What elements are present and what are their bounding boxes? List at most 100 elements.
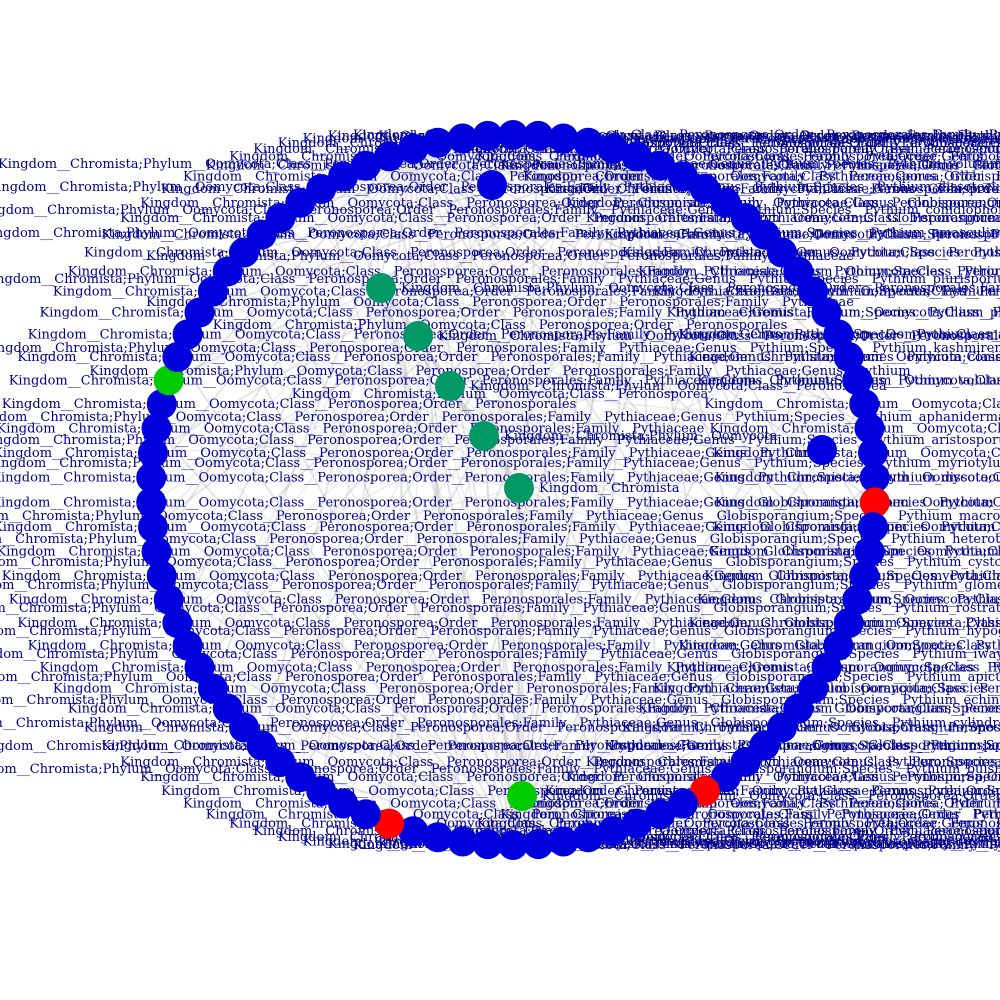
ring-node[interactable]: [498, 120, 528, 150]
edge: [378, 287, 525, 797]
ring-node-label: Kingdom__Chromista;Phylum__Oomycota;Clas…: [183, 796, 1000, 811]
ring-node[interactable]: [146, 560, 177, 591]
ring-node[interactable]: [849, 560, 880, 591]
edge: [635, 156, 662, 815]
ring-node[interactable]: [141, 413, 172, 444]
ring-node-green[interactable]: [153, 365, 184, 396]
ring-node[interactable]: [328, 161, 359, 192]
ring-node-red[interactable]: [374, 808, 405, 839]
edge: [156, 551, 523, 797]
ring-node[interactable]: [374, 141, 405, 172]
ring-node[interactable]: [597, 816, 628, 847]
ring-node[interactable]: [859, 462, 890, 493]
ring-node[interactable]: [498, 830, 528, 860]
edge: [279, 217, 451, 387]
ring-node-label: Kingdom__Chromista;Phylum__Oomycota;Clas…: [0, 446, 814, 461]
ring-node[interactable]: [833, 607, 864, 638]
edge: [449, 188, 706, 387]
ring-node[interactable]: [146, 389, 177, 420]
ring-node[interactable]: [136, 462, 167, 493]
ring-node[interactable]: [447, 826, 478, 857]
ring-node[interactable]: [162, 607, 193, 638]
ring-node-label: Kingdom__Chromista;Phylum__Oomycota;Clas…: [53, 682, 1000, 697]
ring-node[interactable]: [854, 413, 885, 444]
ring-node[interactable]: [667, 788, 698, 819]
ring-node[interactable]: [162, 342, 193, 373]
center-node-teal[interactable]: [504, 473, 534, 503]
ring-node[interactable]: [422, 127, 453, 158]
ring-node[interactable]: [858, 437, 889, 468]
ring-node[interactable]: [849, 389, 880, 420]
ring-node[interactable]: [854, 536, 885, 567]
ring-node[interactable]: [548, 826, 579, 857]
ring-node[interactable]: [823, 319, 854, 350]
ring-node[interactable]: [833, 342, 864, 373]
ring-node[interactable]: [597, 133, 628, 164]
edge: [199, 155, 638, 314]
ring-node-label: Kingdom__Chromista;Phylum__Oomycota;Clas…: [523, 170, 1000, 185]
ring-node[interactable]: [645, 799, 676, 830]
edge: [417, 335, 870, 553]
ring-node[interactable]: [523, 120, 554, 151]
ring-node[interactable]: [350, 799, 381, 830]
ring-node-red[interactable]: [689, 776, 720, 807]
edge: [412, 148, 747, 763]
center-node-teal[interactable]: [469, 421, 499, 451]
ring-node[interactable]: [472, 829, 503, 860]
center-node-teal[interactable]: [403, 321, 433, 351]
edge: [518, 217, 747, 489]
edge: [635, 155, 874, 528]
ring-node-label: Kingdom__Chromista;Phylum__Oomycota;Clas…: [604, 738, 1000, 753]
ring-node-label: Kingdom__Chromista;Phylum__Oomycota;Clas…: [206, 807, 1000, 822]
edge: [388, 156, 419, 337]
ring-node-red[interactable]: [859, 487, 890, 518]
ring-node[interactable]: [137, 437, 168, 468]
edge: [388, 156, 514, 846]
ring-node[interactable]: [398, 133, 429, 164]
ring-node[interactable]: [823, 630, 854, 661]
center-node-label: Kingdom__Chromista;Phylum__Oomycota;Clas…: [401, 281, 1000, 296]
edge: [636, 155, 828, 314]
ring-node[interactable]: [184, 652, 215, 683]
ring-node-label: Kingdom__Chromista;Phylum__Oomycota;Clas…: [39, 306, 1000, 321]
ring-node[interactable]: [523, 829, 554, 860]
center-label: Kingdom__Chromista;Phylum__Oomycota;Clas…: [0, 555, 1000, 570]
center-node-label: Kingdom__Chromista: [539, 481, 680, 496]
ring-node[interactable]: [621, 141, 652, 172]
ring-node[interactable]: [621, 808, 652, 839]
edge: [198, 287, 382, 668]
edge: [380, 134, 514, 289]
ring-node[interactable]: [328, 788, 359, 819]
inner-node[interactable]: [477, 170, 507, 200]
ring-node[interactable]: [136, 487, 167, 518]
ring-node[interactable]: [447, 123, 478, 154]
ring-node[interactable]: [172, 319, 203, 350]
ring-node[interactable]: [573, 822, 604, 853]
inner-node[interactable]: [807, 435, 837, 465]
ring-node[interactable]: [398, 816, 429, 847]
center-node-lime[interactable]: [507, 781, 537, 811]
ring-node[interactable]: [153, 584, 184, 615]
ring-node[interactable]: [422, 822, 453, 853]
ring-node[interactable]: [811, 297, 842, 328]
ring-node[interactable]: [645, 150, 676, 181]
ring-node[interactable]: [172, 630, 203, 661]
ring-node[interactable]: [667, 161, 698, 192]
ring-node[interactable]: [573, 127, 604, 158]
ring-node[interactable]: [137, 512, 168, 543]
ring-node[interactable]: [858, 512, 889, 543]
edge: [587, 156, 638, 838]
ring-node[interactable]: [842, 584, 873, 615]
ring-node[interactable]: [472, 120, 503, 151]
ring-node[interactable]: [306, 173, 337, 204]
ring-node[interactable]: [350, 150, 381, 181]
edge: [261, 234, 419, 337]
ring-node[interactable]: [141, 536, 172, 567]
center-node-teal[interactable]: [435, 371, 465, 401]
center-node-teal[interactable]: [366, 273, 396, 303]
ring-node[interactable]: [842, 365, 873, 396]
edge: [417, 335, 565, 842]
edge: [152, 435, 485, 454]
ring-node[interactable]: [548, 123, 579, 154]
edge: [412, 148, 865, 577]
